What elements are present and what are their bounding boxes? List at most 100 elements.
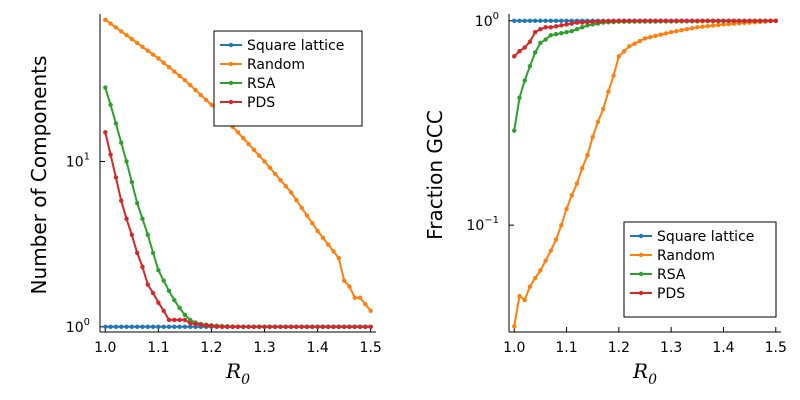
data-point [543, 18, 548, 24]
data-point [517, 293, 522, 299]
series-rsa [512, 18, 778, 133]
data-point [283, 184, 288, 189]
data-point [103, 17, 108, 22]
data-point [595, 19, 601, 24]
data-point [172, 324, 177, 329]
y-tick-base: 10 [66, 320, 84, 336]
data-point [251, 147, 257, 153]
data-point [580, 166, 585, 171]
data-point [637, 18, 642, 24]
data-point [606, 89, 611, 94]
y-tick-exponent: 1 [84, 151, 90, 162]
data-point [177, 317, 182, 323]
data-point [119, 198, 124, 203]
data-point [108, 21, 113, 26]
data-point [679, 28, 684, 33]
data-point [747, 18, 752, 24]
legend-label: RSA [247, 76, 276, 92]
y-tick-label: 100 [475, 11, 499, 30]
data-point [108, 324, 113, 329]
data-point [283, 324, 288, 329]
data-point [124, 216, 129, 222]
data-point [512, 54, 517, 59]
right-x-axis-label: R0 [632, 359, 657, 388]
data-point [569, 193, 574, 198]
data-point [166, 64, 172, 70]
data-point [721, 18, 726, 24]
data-point [721, 22, 726, 27]
series-line [513, 19, 776, 327]
data-point [341, 278, 347, 283]
data-point [716, 22, 721, 28]
data-point [304, 213, 310, 218]
data-point [674, 18, 679, 24]
data-point [611, 18, 616, 24]
data-point [326, 242, 331, 247]
left-x-axis-label-subscript: 0 [241, 372, 250, 388]
data-point [113, 175, 119, 180]
data-point [267, 324, 273, 329]
data-point [517, 18, 522, 24]
data-point [668, 29, 674, 35]
data-point [679, 18, 684, 24]
y-tick-exponent: 0 [493, 11, 499, 22]
data-point [368, 324, 373, 329]
data-point [331, 249, 336, 254]
data-point [512, 128, 517, 133]
data-point [522, 45, 527, 50]
data-point [198, 322, 204, 327]
data-point [716, 18, 721, 24]
data-point [611, 73, 616, 78]
legend-marker [228, 99, 234, 105]
legend-marker [228, 80, 234, 86]
data-point [209, 323, 214, 329]
data-point [198, 92, 204, 98]
data-point [182, 317, 188, 323]
data-point [564, 22, 569, 27]
data-point [548, 33, 554, 38]
data-point [543, 25, 548, 30]
data-point [241, 135, 246, 141]
data-point [119, 29, 124, 34]
legend-marker [228, 42, 234, 48]
data-point [129, 232, 135, 238]
data-point [150, 290, 156, 296]
data-point [637, 38, 642, 44]
data-point [763, 18, 768, 24]
data-point [564, 206, 569, 212]
data-point [150, 52, 156, 57]
data-point [684, 18, 690, 24]
data-point [527, 284, 533, 289]
data-point [288, 324, 294, 329]
data-point [522, 78, 527, 83]
data-point [182, 312, 188, 318]
legend-box [623, 221, 777, 318]
data-point [357, 324, 363, 329]
data-point [553, 32, 559, 37]
data-point [658, 18, 663, 24]
legend-marker [638, 252, 644, 258]
y-tick-base: 10 [475, 14, 493, 30]
data-point [278, 177, 283, 183]
data-point [616, 18, 622, 24]
left-y-axis-label: Number of Components [27, 56, 51, 295]
data-point [193, 87, 198, 93]
data-point [710, 23, 716, 28]
data-point [548, 248, 554, 253]
data-point [663, 18, 669, 24]
data-point [124, 159, 129, 164]
data-point [214, 324, 219, 329]
data-point [134, 200, 140, 206]
data-point [124, 324, 129, 329]
data-point [569, 28, 574, 34]
data-point [310, 324, 315, 329]
data-point [368, 308, 373, 313]
series-pds [103, 130, 373, 329]
data-point [341, 324, 347, 329]
data-point [119, 140, 124, 145]
data-point [161, 60, 166, 66]
data-point [193, 321, 198, 327]
data-point [320, 235, 326, 240]
